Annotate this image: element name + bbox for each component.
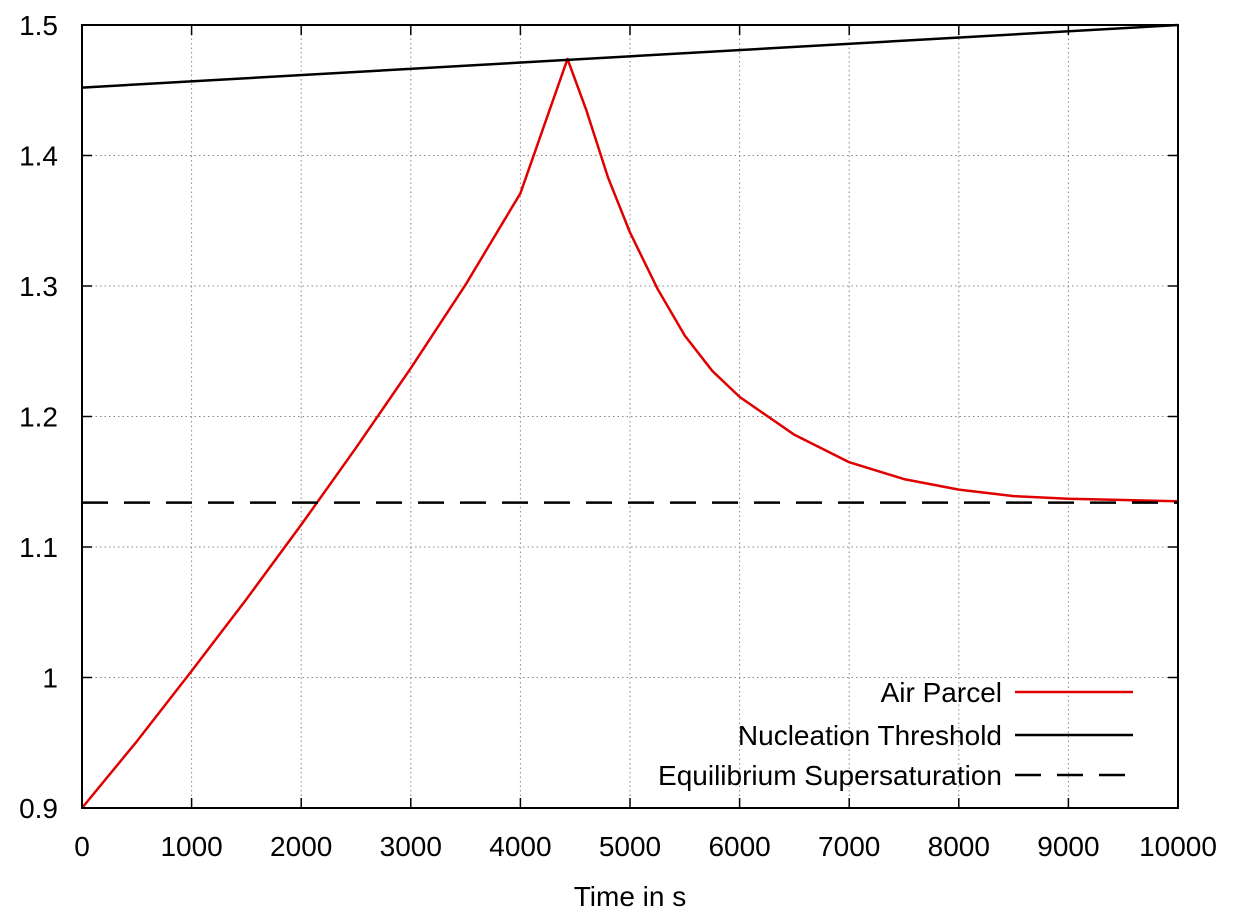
x-axis-label: Time in s: [574, 881, 687, 912]
x-axis-tick-labels: 0 1000 2000 3000 4000 5000 6000 7000 8000 9000 100…: [74, 831, 1217, 862]
grid-lines: [82, 25, 1178, 808]
y-tick-label: 1.2: [19, 402, 58, 433]
x-tick-label: 5000: [599, 831, 661, 862]
legend-label: Air Parcel: [881, 677, 1002, 708]
x-tick-label: 2000: [270, 831, 332, 862]
legend-label: Equilibrium Supersaturation: [658, 760, 1002, 791]
legend: Air Parcel Nucleation Threshold Equilibriu…: [658, 677, 1133, 791]
x-tick-label: 8000: [928, 831, 990, 862]
x-tick-label: 4000: [489, 831, 551, 862]
y-tick-label: 1.4: [19, 141, 58, 172]
x-tick-label: 10000: [1139, 831, 1217, 862]
x-tick-label: 9000: [1037, 831, 1099, 862]
x-tick-label: 0: [74, 831, 90, 862]
y-axis-tick-labels: 0.9 1 1.1 1.2 1.3 1.4 1.5: [19, 10, 58, 824]
x-tick-label: 6000: [708, 831, 770, 862]
y-tick-label: 1.3: [19, 271, 58, 302]
y-tick-label: 1: [42, 663, 58, 694]
y-tick-label: 1.1: [19, 532, 58, 563]
x-tick-label: 7000: [818, 831, 880, 862]
y-tick-label: 1.5: [19, 10, 58, 41]
legend-label: Nucleation Threshold: [738, 720, 1002, 751]
x-tick-label: 1000: [160, 831, 222, 862]
x-tick-label: 3000: [380, 831, 442, 862]
y-tick-label: 0.9: [19, 793, 58, 824]
